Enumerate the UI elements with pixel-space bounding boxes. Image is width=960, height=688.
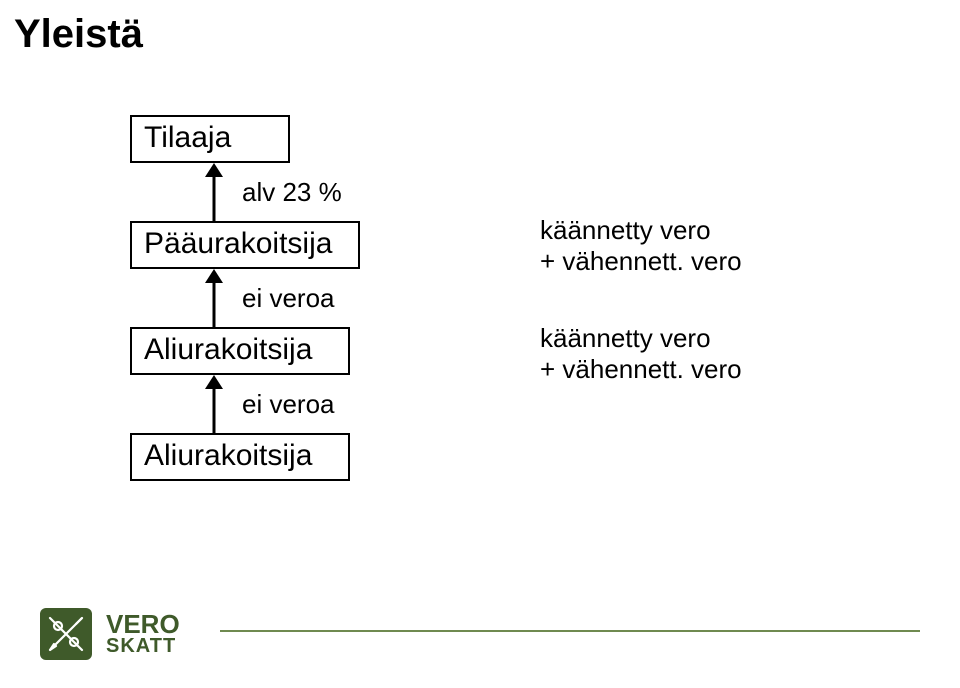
side-note-line: + vähennett. vero bbox=[540, 246, 742, 276]
footer-separator bbox=[220, 630, 920, 632]
side-note-line: + vähennett. vero bbox=[540, 354, 742, 384]
brand-bottom: SKATT bbox=[106, 637, 180, 656]
brand-logo: VERO SKATT bbox=[38, 606, 180, 662]
node-tilaaja: Tilaaja bbox=[130, 115, 290, 163]
page-title: Yleistä bbox=[14, 12, 143, 57]
arrow-up-icon bbox=[200, 163, 228, 221]
brand-top: VERO bbox=[106, 612, 180, 637]
side-note-line: käännetty vero bbox=[540, 215, 711, 245]
edge-label: ei veroa bbox=[242, 283, 335, 314]
arrow-up-icon bbox=[200, 269, 228, 327]
brand-text: VERO SKATT bbox=[106, 612, 180, 656]
node-paaurakoitsija: Pääurakoitsija bbox=[130, 221, 360, 269]
flow-diagram: Tilaaja alv 23 % Pääurakoitsija käännett… bbox=[130, 115, 830, 481]
side-note-line: käännetty vero bbox=[540, 323, 711, 353]
node-aliurakoitsija-1: Aliurakoitsija bbox=[130, 327, 350, 375]
edge-ali1-to-paau: ei veroa bbox=[130, 269, 430, 327]
arrow-up-icon bbox=[200, 375, 228, 433]
side-note-1: käännetty vero + vähennett. vero bbox=[540, 215, 742, 277]
side-note-2: käännetty vero + vähennett. vero bbox=[540, 323, 742, 385]
edge-paau-to-tilaaja: alv 23 % bbox=[130, 163, 430, 221]
node-aliurakoitsija-2: Aliurakoitsija bbox=[130, 433, 350, 481]
edge-label: alv 23 % bbox=[242, 177, 342, 208]
emblem-icon bbox=[38, 606, 94, 662]
edge-ali2-to-ali1: ei veroa bbox=[130, 375, 430, 433]
edge-label: ei veroa bbox=[242, 389, 335, 420]
